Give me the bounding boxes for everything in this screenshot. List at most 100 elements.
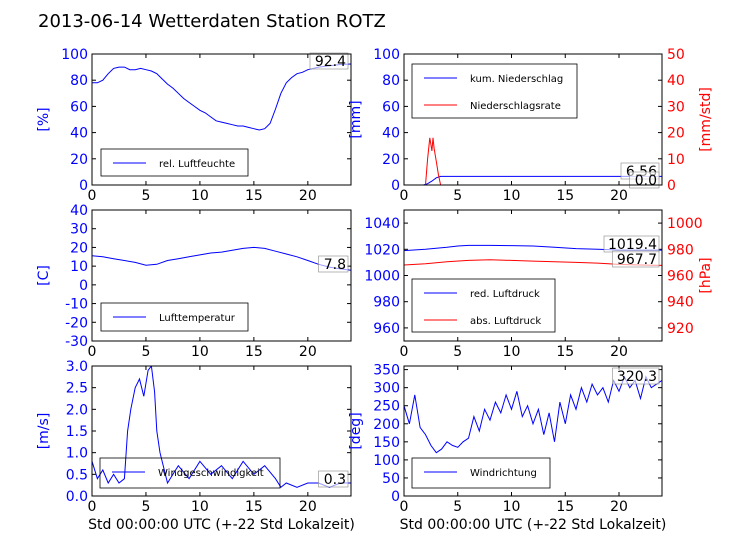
y-tick-label: 40 [70,126,88,142]
legend: Windrichtung [411,457,551,489]
y-tick-label: 0.0 [66,489,88,505]
y-axis-label: [%] [36,107,52,131]
y-tick-label: 0.5 [66,467,88,483]
x-tick-label: 5 [141,499,150,515]
y-tick-label-right: 40 [667,73,685,89]
y-tick-label: 960 [373,321,400,337]
y-tick-label-right: 10 [667,152,685,168]
legend-label: Windrichtung [470,468,537,479]
x-tick-label: 15 [245,344,263,360]
x-tick-label: 10 [503,188,521,204]
current-value-label: 320.3 [617,369,657,385]
x-tick-label: 5 [453,499,462,515]
legend-label: kum. Niederschlag [470,74,563,85]
y-tick-label-right: 940 [667,295,694,311]
value-box [318,470,349,488]
legend-box [100,302,249,332]
panel-precipitation: 0 5 10 15 20 0 20 40 60 80 100 0 10 20 30 40 50 [mm] [mm/s… [348,47,714,204]
y-tick-label: 10 [70,259,88,275]
y-tick-label: 1000 [364,269,400,285]
legend: Windgeschwindigkeit [99,457,281,489]
y-tick-label: -10 [65,297,88,313]
y-tick-label: 30 [70,222,88,238]
x-tick-label: 20 [299,499,317,515]
y-tick-label: 60 [382,99,400,115]
y-tick-label-right: 0 [667,178,676,194]
x-tick-label: 20 [299,344,317,360]
x-tick-label: 15 [556,499,574,515]
value-box [612,250,660,268]
legend-box [99,457,281,489]
x-tick-label: 5 [453,344,462,360]
legend: rel. Luftfeuchte [100,148,249,177]
current-value-label: 0.3 [324,472,346,488]
value-box [629,171,660,189]
legend-box [411,278,556,333]
series-line-temperature-0 [92,246,351,271]
value-box [309,52,349,70]
y-tick-label: 1.0 [66,446,88,462]
y-tick-label: 50 [382,471,400,487]
panel-humidity: 0 5 10 15 20 0 20 40 60 80 100 [%] rel. Luftfeuchte 9… [36,47,352,204]
current-value-label: 1019.4 [608,237,657,253]
plot-frame [403,365,663,497]
y-tick-label: 20 [382,152,400,168]
x-tick-label: 15 [556,344,574,360]
current-value-label: 92.4 [315,54,346,70]
legend-label: Windgeschwindigkeit [158,468,264,479]
y-tick-label: 300 [373,381,400,397]
y-tick-label: 0 [391,178,400,194]
y-tick-label: 1020 [364,242,400,258]
current-value-label: 0.0 [635,173,657,189]
y-tick-label-right: 960 [667,269,694,285]
legend: Lufttemperatur [100,302,249,332]
legend-box [411,63,578,119]
y-tick-label: -20 [65,315,88,331]
y-tick-label: 40 [382,126,400,142]
x-tick-label: 0 [88,188,97,204]
legend-label: rel. Luftfeuchte [159,159,235,170]
x-tick-label: 20 [299,188,317,204]
plot-frame [91,365,352,497]
x-tick-label: 15 [245,499,263,515]
y-tick-label: 80 [382,73,400,89]
y-tick-label: 2.5 [66,381,88,397]
y-tick-label-right: 20 [667,126,685,142]
x-tick-label: 10 [191,499,209,515]
x-axis-label: Std 00:00:00 UTC (+-22 Std Lokalzeit) [400,517,667,533]
x-tick-label: 10 [191,344,209,360]
x-axis-label: Std 00:00:00 UTC (+-22 Std Lokalzeit) [88,517,355,533]
x-tick-label: 15 [556,188,574,204]
series-line-humidity-0 [92,63,351,131]
value-box [318,255,349,273]
plot-frame [403,209,663,342]
series-line-precipitation-0 [404,175,662,185]
x-tick-label: 20 [610,344,628,360]
x-tick-label: 20 [610,499,628,515]
y-axis-label-right: [hPa] [698,257,714,293]
y-tick-label: 20 [70,240,88,256]
y-tick-label-right: 980 [667,242,694,258]
panel-temperature: 0 5 10 15 20 -30 -20 -10 0 10 20 30 40 [C] Lufttempera… [36,203,352,360]
y-tick-label: -30 [65,334,88,350]
x-tick-label: 5 [141,188,150,204]
y-tick-label: 100 [373,453,400,469]
legend-label: Lufttemperatur [159,313,236,324]
current-value-label: 967.7 [617,252,657,268]
x-tick-label: 0 [400,344,409,360]
series-line-windspeed-0 [92,366,351,489]
y-tick-label: 250 [373,399,400,415]
x-tick-label: 10 [503,344,521,360]
plot-frame [91,53,352,186]
value-box [612,367,660,385]
y-tick-label: 80 [70,73,88,89]
panel-windspeed: 0 5 10 15 20 0.0 0.5 1.0 1.5 2.0 2.5 3.0 [m/s] Std 00… [36,359,355,533]
y-tick-label: 350 [373,363,400,379]
y-tick-label-right: 30 [667,99,685,115]
y-tick-label: 0 [391,489,400,505]
figure-title: 2013-06-14 Wetterdaten Station ROTZ [38,11,386,32]
x-tick-label: 15 [245,188,263,204]
y-axis-label: [C] [36,265,52,286]
x-tick-label: 0 [400,188,409,204]
